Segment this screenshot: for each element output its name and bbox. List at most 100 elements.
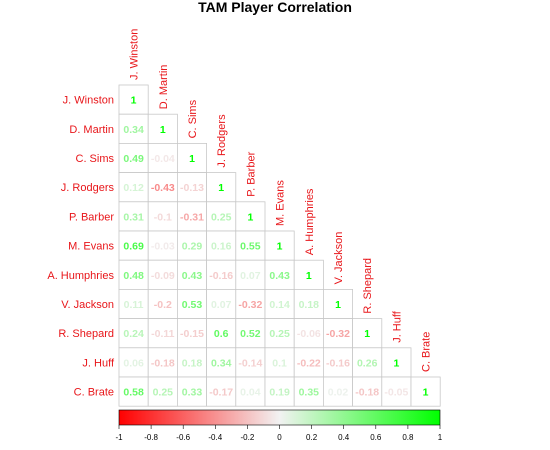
cell-value-label: 0.58 — [123, 387, 144, 399]
column-label: P. Barber — [245, 151, 257, 196]
cell-value-label: -0.18 — [151, 357, 175, 369]
heatmap-cell — [118, 318, 149, 349]
heatmap-cell — [176, 347, 207, 378]
cell-value-label: -0.05 — [384, 387, 408, 399]
cell-value-label: 1 — [189, 153, 195, 165]
cell-value-label: 0.12 — [123, 182, 144, 194]
column-label: R. Shepard — [362, 258, 374, 314]
heatmap-cells: 10.34 10.49 -0.04 10.12 -0.43 -0.13 10.31 -0.1-… — [118, 84, 441, 407]
cell-value-label: 0.25 — [269, 328, 290, 340]
cell-value-label: 0.11 — [124, 299, 144, 311]
heatmap-cell — [206, 347, 237, 378]
cell-value-label: 0.1 — [272, 357, 287, 369]
cell-value-label: -0.03 — [151, 241, 175, 253]
column-label: A. Humphries — [304, 188, 316, 255]
heatmap-cell — [147, 172, 178, 203]
cell-value-label: 0.55 — [240, 241, 261, 253]
row-label: J. Winston — [63, 95, 114, 107]
column-label: J. Rodgers — [216, 114, 228, 168]
heatmap-cell — [352, 347, 383, 378]
cell-value-label: 1 — [218, 182, 224, 194]
cell-value-label: 0.29 — [182, 241, 203, 253]
cell-value-label: -0.04 — [151, 153, 175, 165]
cell-value-label: -0.31 — [180, 211, 204, 223]
colorbar-tick-label: 1 — [438, 433, 443, 442]
heatmap-cell — [206, 376, 237, 407]
colorbar-tick-label: 0.2 — [306, 433, 318, 442]
colorbar-ticks: -1 -0.8 -0.6 -0.4 -0.2 0 0.2 0.4 0.6 0.8 1 — [115, 425, 443, 442]
cell-value-label: -0.1 — [154, 211, 172, 223]
heatmap-cell — [147, 259, 178, 290]
heatmap-cell — [118, 230, 149, 261]
cell-value-label: 0.18 — [299, 299, 320, 311]
heatmap-cell — [176, 142, 207, 173]
row-labels: J. Winston D. Martin C. Sims J. Rodgers P. B… — [47, 95, 115, 399]
cell-value-label: 0.53 — [182, 299, 203, 311]
heatmap-cell — [322, 288, 353, 319]
heatmap-cell — [264, 230, 295, 261]
heatmap-cell — [293, 376, 324, 407]
cell-value-label: -0.2 — [154, 299, 172, 311]
column-label: C. Sims — [187, 99, 199, 138]
heatmap-cell — [147, 230, 178, 261]
heatmap-cell — [147, 347, 178, 378]
cell-value-label: -0.06 — [297, 328, 321, 340]
heatmap-cell — [206, 172, 237, 203]
cell-value-label: 0.18 — [182, 357, 203, 369]
colorbar-tick-label: 0.4 — [338, 433, 350, 442]
cell-value-label: 0.04 — [240, 387, 261, 399]
column-label: M. Evans — [275, 180, 287, 226]
cell-value-label: 0.34 — [123, 124, 144, 136]
row-label: J. Rodgers — [61, 182, 115, 194]
row-label: C. Brate — [74, 387, 114, 399]
row-label: D. Martin — [69, 124, 114, 136]
colorbar-tick-label: 0.6 — [370, 433, 382, 442]
row-label: M. Evans — [68, 241, 114, 253]
row-label: R. Shepard — [58, 328, 114, 340]
colorbar-tick-label: 0.8 — [402, 433, 414, 442]
heatmap-cell — [147, 201, 178, 232]
heatmap-cell — [235, 376, 266, 407]
colorbar-tick-label: -0.4 — [208, 433, 222, 442]
cell-value-label: 0.25 — [153, 387, 174, 399]
chart-title: TAM Player Correlation — [198, 0, 352, 15]
heatmap-cell — [235, 230, 266, 261]
cell-value-label: 0.34 — [211, 357, 232, 369]
cell-value-label: 0.14 — [269, 299, 290, 311]
cell-value-label: -0.16 — [209, 270, 233, 282]
cell-value-label: 0.16 — [211, 241, 232, 253]
cell-value-label: 0.35 — [299, 387, 320, 399]
cell-value-label: 0.49 — [123, 153, 144, 165]
colorbar-tick-label: -0.6 — [176, 433, 190, 442]
cell-value-label: -0.22 — [297, 357, 321, 369]
heatmap-cell — [410, 376, 441, 407]
column-label: D. Martin — [158, 65, 170, 110]
column-label: V. Jackson — [333, 232, 345, 285]
cell-value-label: 0.33 — [182, 387, 203, 399]
cell-value-label: 1 — [393, 357, 399, 369]
colorbar-tick-label: -0.8 — [144, 433, 158, 442]
cell-value-label: -0.13 — [180, 182, 204, 194]
heatmap-cell — [118, 376, 149, 407]
heatmap-cell — [352, 318, 383, 349]
cell-value-label: 0.26 — [357, 357, 378, 369]
cell-value-label: 1 — [335, 299, 341, 311]
heatmap-cell — [176, 288, 207, 319]
cell-value-label: 1 — [160, 124, 166, 136]
heatmap-cell — [293, 259, 324, 290]
colorbar — [118, 409, 441, 426]
cell-value-label: 0.48 — [123, 270, 144, 282]
heatmap-cell — [118, 288, 149, 319]
heatmap-cell — [147, 376, 178, 407]
cell-value-label: -0.11 — [151, 328, 175, 340]
heatmap-cell — [206, 230, 237, 261]
cell-value-label: 0.69 — [123, 241, 144, 253]
cell-value-label: 0.6 — [214, 328, 229, 340]
heatmap-cell — [264, 259, 295, 290]
heatmap-cell — [118, 84, 149, 115]
cell-value-label: 0.31 — [123, 211, 144, 223]
row-label: P. Barber — [69, 211, 114, 223]
cell-value-label: 1 — [131, 95, 137, 107]
row-label: V. Jackson — [61, 299, 114, 311]
